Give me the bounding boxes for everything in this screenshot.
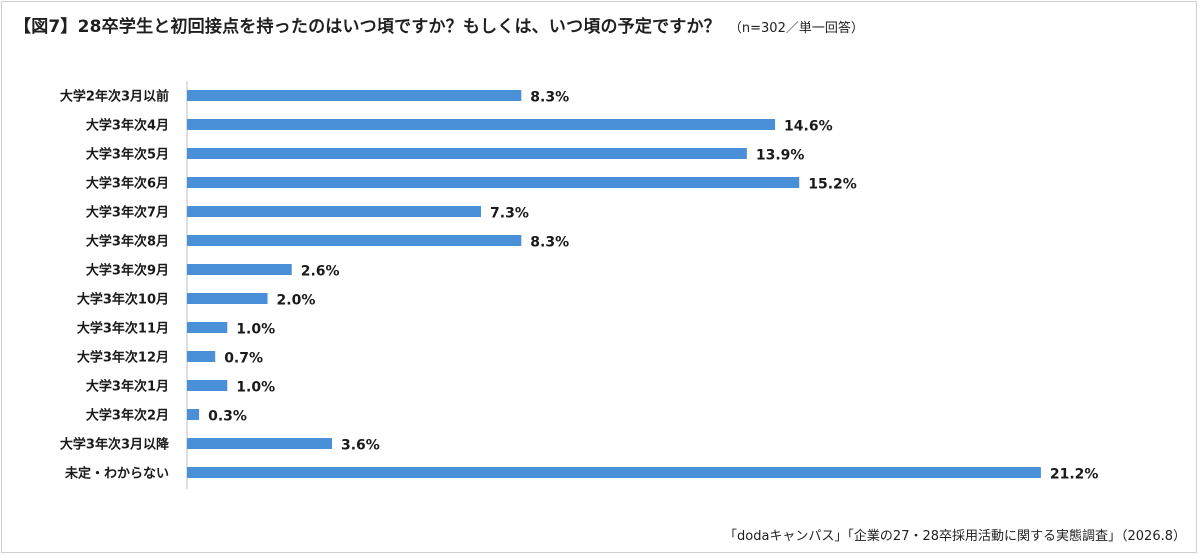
bar bbox=[187, 380, 228, 391]
category-label: 大学3年次3月以降 bbox=[60, 437, 170, 453]
category-label: 大学3年次11月 bbox=[77, 321, 169, 337]
bar-value-label: 3.6% bbox=[341, 438, 380, 454]
category-label: 大学2年次3月以前 bbox=[60, 89, 169, 105]
category-label: 大学3年次6月 bbox=[86, 176, 169, 192]
bar-value-label: 7.3% bbox=[490, 206, 529, 222]
bar-value-label: 21.2% bbox=[1050, 467, 1099, 483]
bar bbox=[187, 467, 1041, 478]
bar-value-label: 0.7% bbox=[224, 351, 263, 367]
bar bbox=[187, 90, 522, 101]
category-label: 大学3年次10月 bbox=[77, 292, 169, 308]
bar bbox=[187, 322, 228, 333]
bar-value-label: 0.3% bbox=[208, 409, 247, 425]
bar-value-label: 1.0% bbox=[236, 322, 275, 338]
bar-value-label: 2.6% bbox=[301, 264, 340, 280]
bar-value-label: 8.3% bbox=[530, 235, 569, 251]
bar-value-label: 14.6% bbox=[784, 119, 833, 135]
category-label: 大学3年次4月 bbox=[86, 118, 169, 134]
chart-sample-note: （n=302／単一回答） bbox=[728, 21, 864, 36]
chart-title-main: 【図7】28卒学生と初回接点を持ったのはいつ頃ですか？もしくは、いつ頃の予定です… bbox=[14, 17, 721, 37]
source-note: 「dodaキャンパス」「企業の27・28卒採用活動に関する実態調査」（2026.… bbox=[724, 529, 1186, 544]
bar bbox=[187, 409, 200, 420]
bar bbox=[187, 206, 482, 217]
category-label: 大学3年次2月 bbox=[86, 408, 169, 424]
bar bbox=[187, 177, 800, 188]
bar-value-label: 1.0% bbox=[236, 380, 275, 396]
bar bbox=[187, 351, 216, 362]
bar bbox=[187, 293, 268, 304]
bar bbox=[187, 438, 332, 449]
bar bbox=[187, 119, 776, 130]
bar-value-label: 2.0% bbox=[277, 293, 316, 309]
category-label: 大学3年次1月 bbox=[86, 379, 169, 395]
bar bbox=[187, 235, 522, 246]
bar-value-label: 13.9% bbox=[756, 148, 805, 164]
category-label: 大学3年次7月 bbox=[86, 205, 169, 221]
category-label: 大学3年次9月 bbox=[86, 263, 169, 279]
bar-value-label: 8.3% bbox=[530, 90, 569, 106]
bar bbox=[187, 264, 292, 275]
category-label: 大学3年次12月 bbox=[77, 350, 169, 366]
category-label: 大学3年次8月 bbox=[86, 234, 169, 250]
bar-value-label: 15.2% bbox=[808, 177, 857, 193]
chart-title: 【図7】28卒学生と初回接点を持ったのはいつ頃ですか？もしくは、いつ頃の予定です… bbox=[14, 12, 864, 37]
bar bbox=[187, 148, 747, 159]
category-label: 未定・わからない bbox=[64, 466, 169, 482]
category-label: 大学3年次5月 bbox=[86, 147, 169, 163]
